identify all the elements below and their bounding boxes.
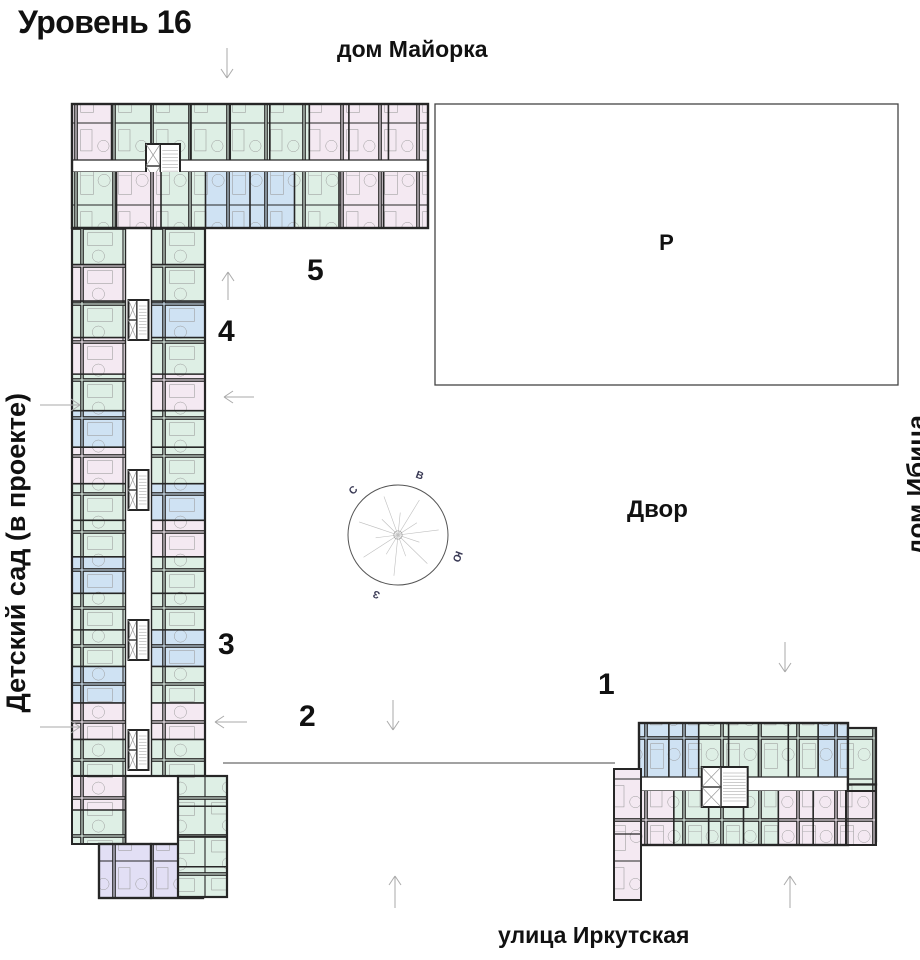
svg-text:Р: Р bbox=[659, 230, 674, 255]
svg-text:Ю: Ю bbox=[450, 549, 465, 563]
svg-text:З: З bbox=[371, 587, 382, 601]
svg-text:С: С bbox=[347, 483, 361, 497]
svg-text:В: В bbox=[414, 469, 426, 483]
